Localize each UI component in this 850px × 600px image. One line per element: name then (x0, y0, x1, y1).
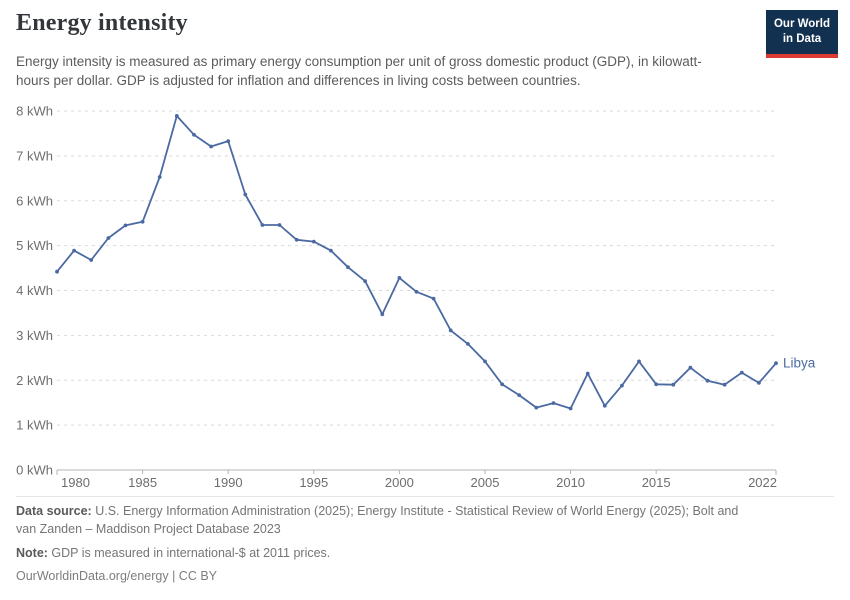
y-tick-label: 1 kWh (16, 418, 53, 433)
data-point[interactable] (414, 289, 419, 294)
chart-footer: Data source: U.S. Energy Information Adm… (16, 496, 834, 586)
data-point[interactable] (637, 359, 641, 364)
data-source-text: U.S. Energy Information Administration (… (16, 504, 739, 536)
x-tick-label: 1985 (128, 475, 157, 490)
chart-subtitle: Energy intensity is measured as primary … (16, 54, 702, 88)
x-tick-label: 2000 (385, 475, 414, 490)
owid-logo[interactable]: Our World in Data (766, 10, 838, 58)
data-point[interactable] (157, 175, 162, 179)
data-point[interactable] (585, 371, 590, 376)
data-point[interactable] (551, 401, 556, 405)
data-point[interactable] (483, 359, 487, 364)
data-point[interactable] (277, 223, 282, 227)
data-point[interactable] (534, 405, 539, 410)
data-point[interactable] (688, 365, 693, 370)
license-line: OurWorldinData.org/energy | CC BY (16, 568, 834, 586)
data-point[interactable] (380, 312, 385, 317)
data-point[interactable] (209, 144, 214, 149)
data-point[interactable] (739, 370, 744, 375)
data-point[interactable] (722, 382, 727, 387)
data-point[interactable] (705, 378, 710, 383)
note-text: GDP is measured in international-$ at 20… (47, 545, 331, 560)
note-label: Note: (16, 545, 48, 560)
data-point[interactable] (260, 223, 265, 227)
y-tick-label: 3 kWh (16, 328, 53, 343)
data-point[interactable] (192, 132, 196, 137)
page-title: Energy intensity (16, 10, 188, 36)
data-point[interactable] (174, 114, 179, 118)
data-point[interactable] (757, 381, 761, 385)
data-point[interactable] (311, 239, 316, 244)
data-point[interactable] (466, 342, 470, 346)
data-point[interactable] (106, 236, 111, 240)
data-point[interactable] (72, 248, 76, 253)
y-tick-label: 6 kWh (16, 193, 53, 208)
data-point[interactable] (568, 406, 573, 411)
data-point[interactable] (602, 403, 607, 408)
owid-logo-line2: in Data (782, 32, 822, 45)
data-point[interactable] (55, 269, 59, 274)
data-point[interactable] (671, 382, 676, 387)
data-source-line: Data source: U.S. Energy Information Adm… (16, 503, 758, 539)
y-tick-label: 2 kWh (16, 373, 53, 388)
data-point[interactable] (500, 382, 504, 387)
x-tick-label: 2010 (556, 475, 585, 490)
data-point[interactable] (226, 139, 231, 144)
data-point[interactable] (346, 265, 350, 270)
data-point[interactable] (397, 276, 402, 280)
data-point[interactable] (123, 223, 128, 228)
y-tick-label: 7 kWh (16, 148, 53, 163)
entity-label[interactable]: Libya (783, 356, 816, 371)
data-point[interactable] (448, 328, 453, 333)
owid-logo-line1: Our World (773, 18, 830, 30)
note-line: Note: GDP is measured in international-$… (16, 545, 834, 563)
x-tick-label: 1990 (214, 475, 243, 490)
chart-svg: 0 kWh 1 kWh 2 kWh 3 kWh 4 kWh 5 kWh 6 kWh 7 kWh… (16, 104, 816, 491)
y-tick-label: 4 kWh (16, 283, 53, 298)
data-point[interactable] (140, 219, 145, 224)
x-tick-label: 2022 (748, 475, 777, 490)
data-point[interactable] (294, 237, 299, 242)
data-point[interactable] (329, 248, 333, 253)
x-tick-label: 1995 (299, 475, 328, 490)
y-tick-label: 8 kWh (16, 104, 53, 119)
x-tick-label: 2015 (642, 475, 671, 490)
data-point[interactable] (89, 258, 94, 262)
owid-link[interactable]: OurWorldinData.org/energy | CC BY (16, 569, 218, 584)
data-point[interactable] (517, 393, 522, 397)
data-source-label: Data source: (16, 504, 92, 518)
x-tick-label: 2005 (471, 475, 500, 490)
y-tick-label: 5 kWh (16, 238, 53, 253)
data-point[interactable] (243, 192, 248, 197)
y-tick-label: 0 kWh (16, 463, 53, 478)
data-point[interactable] (431, 296, 436, 301)
x-tick-label: 1980 (61, 475, 90, 490)
data-point[interactable] (654, 382, 659, 387)
data-point[interactable] (620, 383, 624, 388)
data-point[interactable] (774, 361, 778, 366)
data-point[interactable] (363, 279, 367, 283)
data-line[interactable] (56, 115, 777, 410)
